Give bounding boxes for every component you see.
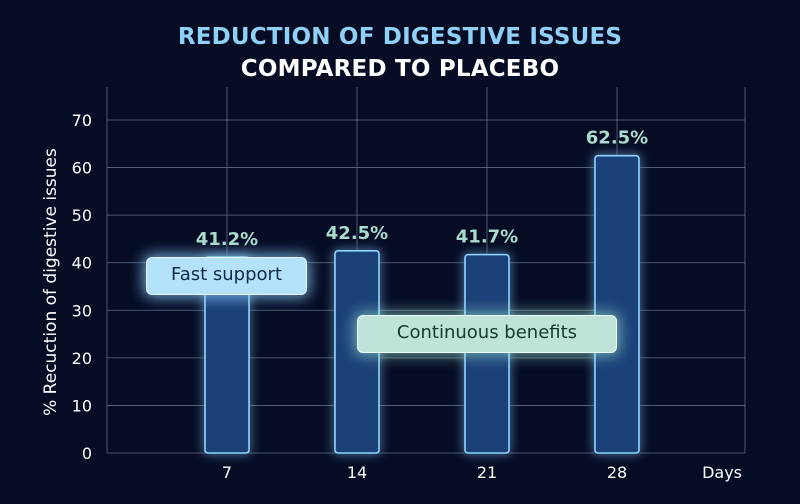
bar <box>594 154 640 454</box>
chart-title-line1: REDUCTION OF DIGESTIVE ISSUES <box>177 24 623 50</box>
bar-value-label: 62.5% <box>586 128 648 149</box>
bar-value-label: 41.2% <box>196 229 258 250</box>
y-tick-label: 20 <box>72 349 92 368</box>
x-tick-label: 14 <box>347 463 367 482</box>
x-tick-label: 28 <box>607 463 627 482</box>
y-tick-label: 40 <box>72 254 92 273</box>
y-tick-label: 0 <box>82 444 92 463</box>
y-tick-label: 50 <box>72 206 92 225</box>
x-tick-label: 7 <box>222 463 232 482</box>
bar-value-label: 42.5% <box>326 223 388 244</box>
continuous-benefits-callout: Continuous benefits <box>357 315 617 353</box>
y-tick-label: 60 <box>72 159 92 178</box>
y-tick-label: 10 <box>72 396 92 415</box>
bar-value-label: 41.7% <box>456 227 518 248</box>
y-tick-label: 70 <box>72 111 92 130</box>
chart-title-line2: COMPARED TO PLACEBO <box>240 56 560 82</box>
fast-support-callout: Fast support <box>146 257 307 295</box>
bar <box>464 253 510 454</box>
y-axis-label: % Recuction of digestive issues <box>41 148 61 416</box>
x-axis-label: Days <box>702 463 742 482</box>
x-tick-label: 21 <box>477 463 497 482</box>
y-tick-label: 30 <box>72 301 92 320</box>
